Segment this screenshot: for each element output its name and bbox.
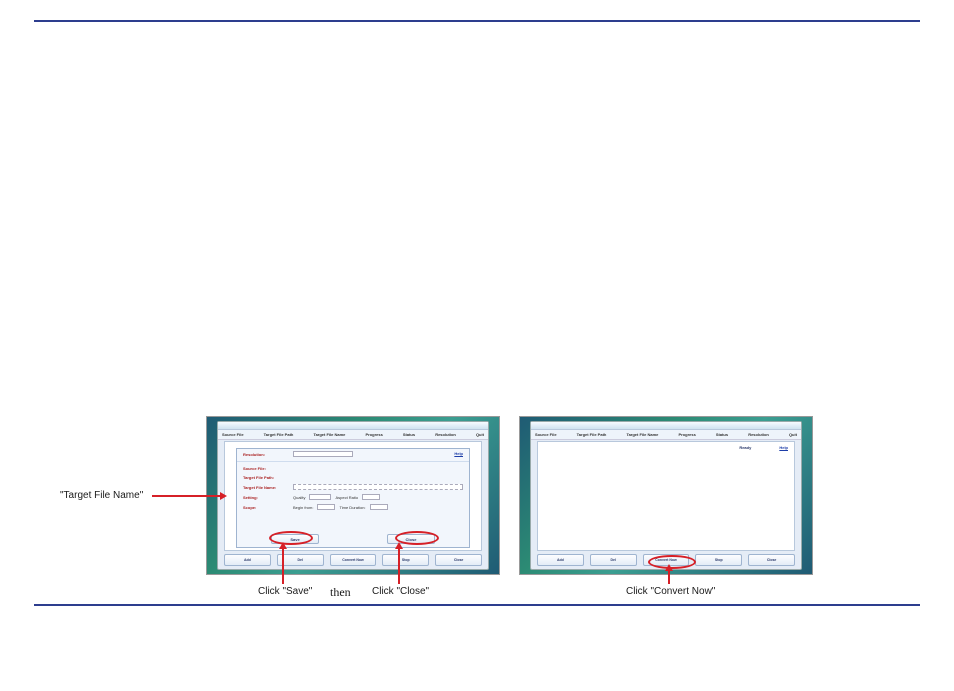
- label-source: Source File:: [243, 466, 289, 471]
- resolution-field[interactable]: [293, 451, 353, 457]
- setting-aspect-value[interactable]: [362, 494, 380, 500]
- label-target-name: Target File Name:: [243, 485, 289, 490]
- col-resolution: Resolution: [435, 432, 456, 437]
- label-target-file-name: "Target File Name": [60, 490, 143, 501]
- list-area-right: Ready Help: [537, 441, 795, 551]
- caption-close: Click "Close": [372, 586, 429, 597]
- caption-save: Click "Save": [258, 586, 312, 597]
- arrow-target-name-head: [220, 492, 227, 500]
- button-bar-left: Add Del Convert Now Stop Close: [224, 554, 482, 566]
- setting-quality-label: Quality: [293, 495, 305, 500]
- col-source-r: Source File: [535, 432, 557, 437]
- target-name-field[interactable]: [293, 484, 463, 490]
- col-resolution-r: Resolution: [748, 432, 769, 437]
- col-targetpath-r: Target File Path: [577, 432, 607, 437]
- footer-add[interactable]: Add: [224, 554, 271, 566]
- label-setting: Setting:: [243, 495, 289, 500]
- app-window-right: Source File Target File Path Target File…: [530, 421, 802, 570]
- screenshot-right: Source File Target File Path Target File…: [519, 416, 813, 575]
- col-targetpath: Target File Path: [264, 432, 294, 437]
- footer-del[interactable]: Del: [277, 554, 324, 566]
- arrow-close-head: [395, 542, 403, 549]
- titlebar: [218, 422, 488, 430]
- footer-convert[interactable]: Convert Now: [330, 554, 377, 566]
- footer-close[interactable]: Close: [435, 554, 482, 566]
- label-target-path: Target File Path:: [243, 475, 289, 480]
- arrow-convert: [668, 570, 670, 584]
- scope-duration-label: Time Duration:: [339, 505, 365, 510]
- arrow-save-head: [279, 542, 287, 549]
- setting-quality-value[interactable]: [309, 494, 331, 500]
- footer-stop[interactable]: Stop: [382, 554, 429, 566]
- column-headers: Source File Target File Path Target File…: [218, 430, 488, 440]
- footer-del-r[interactable]: Del: [590, 554, 637, 566]
- col-status-r: Status: [716, 432, 728, 437]
- caption-convert: Click "Convert Now": [626, 586, 715, 597]
- label-resolution: Resolution:: [243, 452, 289, 457]
- top-divider: [34, 20, 920, 22]
- col-progress-r: Progress: [678, 432, 695, 437]
- help-link[interactable]: Help: [454, 451, 463, 456]
- figure-area: Source File Target File Path Target File…: [60, 416, 920, 616]
- status-ready: Ready: [739, 445, 751, 450]
- footer-close-r[interactable]: Close: [748, 554, 795, 566]
- label-scope: Scope:: [243, 505, 289, 510]
- arrow-save: [282, 548, 284, 584]
- setting-aspect-label: Aspect Ratio: [335, 495, 358, 500]
- app-window-left: Source File Target File Path Target File…: [217, 421, 489, 570]
- col-targetname: Target File Name: [313, 432, 345, 437]
- scope-begin-field[interactable]: [317, 504, 335, 510]
- col-source: Source File: [222, 432, 244, 437]
- screenshot-left: Source File Target File Path Target File…: [206, 416, 500, 575]
- titlebar-right: [531, 422, 801, 430]
- help-link-right[interactable]: Help: [779, 445, 788, 450]
- arrow-close: [398, 548, 400, 584]
- arrow-convert-head: [665, 564, 673, 571]
- arrow-target-name: [152, 495, 222, 497]
- col-targetname-r: Target File Name: [626, 432, 658, 437]
- footer-add-r[interactable]: Add: [537, 554, 584, 566]
- scope-duration-field[interactable]: [370, 504, 388, 510]
- col-quit-r: Quit: [789, 432, 797, 437]
- footer-stop-r[interactable]: Stop: [695, 554, 742, 566]
- col-progress: Progress: [365, 432, 382, 437]
- column-headers-right: Source File Target File Path Target File…: [531, 430, 801, 440]
- col-quit: Quit: [476, 432, 484, 437]
- scope-begin-label: Begin from:: [293, 505, 313, 510]
- caption-then: then: [330, 585, 351, 600]
- highlight-save: [269, 531, 313, 545]
- col-status: Status: [403, 432, 415, 437]
